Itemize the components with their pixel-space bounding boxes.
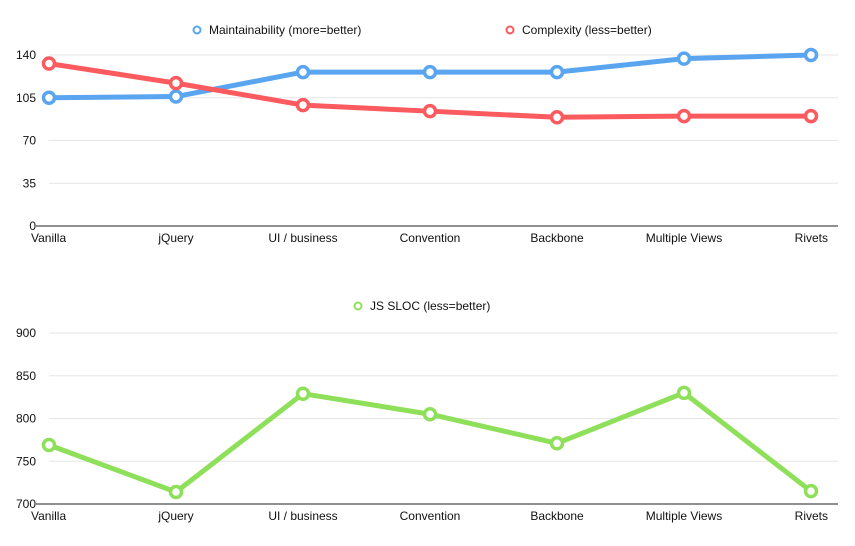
y-tick-label: 105 [16,91,36,105]
data-point [803,47,819,63]
data-point [168,75,184,91]
data-point [295,97,311,113]
x-tick-label: Backbone [530,231,584,245]
x-tick-label: Rivets [795,509,828,523]
legend-marker [353,301,363,311]
legend-marker [505,25,515,35]
chart-2: 700 750 800 850 900 Vanilla jQuery UI / busines… [16,299,838,523]
data-point [168,89,184,104]
data-point [168,484,184,500]
y-tick-label: 800 [16,412,36,426]
x-tick-label: UI / business [268,231,337,245]
data-point [41,56,57,71]
chart-1: 0 35 70 105 140 Vanilla jQuery UI / business Con… [16,23,838,245]
data-point [41,437,57,453]
x-tick-label: UI / business [268,509,337,523]
x-tick-label: Rivets [795,231,828,245]
y-tick-label: 70 [23,134,37,148]
legend-label: Maintainability (more=better) [209,23,361,37]
x-tick-label: Convention [400,509,461,523]
legend-marker [192,25,202,35]
x-tick-label: Backbone [530,509,584,523]
x-tick-label: Multiple Views [646,231,722,245]
y-tick-label: 35 [23,176,37,190]
y-tick-label: 750 [16,454,36,468]
data-point [549,436,565,451]
data-point [676,385,692,401]
legend-item: Complexity (less=better) [505,23,652,37]
y-tick-label: 900 [16,326,36,340]
data-point [803,483,819,499]
data-point [422,103,438,119]
y-tick-label: 850 [16,369,36,383]
y-tick-label: 700 [16,497,36,511]
data-point [41,90,57,105]
data-point [422,64,438,80]
y-tick-label: 0 [29,219,36,233]
legend-label: JS SLOC (less=better) [370,299,490,313]
legend-item: Maintainability (more=better) [192,23,361,37]
data-point [676,108,692,124]
x-tick-label: Convention [400,231,461,245]
legend-item: JS SLOC (less=better) [353,299,490,313]
legend-label: Complexity (less=better) [522,23,652,37]
data-point [295,386,311,401]
x-tick-label: Vanilla [31,509,66,523]
x-tick-label: jQuery [157,509,193,523]
x-tick-label: Multiple Views [646,509,722,523]
data-point [422,406,438,422]
data-point [295,64,311,80]
data-point [803,108,819,124]
data-point [549,64,565,80]
x-tick-label: jQuery [157,231,193,245]
data-point [676,51,692,66]
data-point [549,110,565,125]
x-tick-label: Vanilla [31,231,66,245]
y-tick-label: 140 [16,48,36,62]
